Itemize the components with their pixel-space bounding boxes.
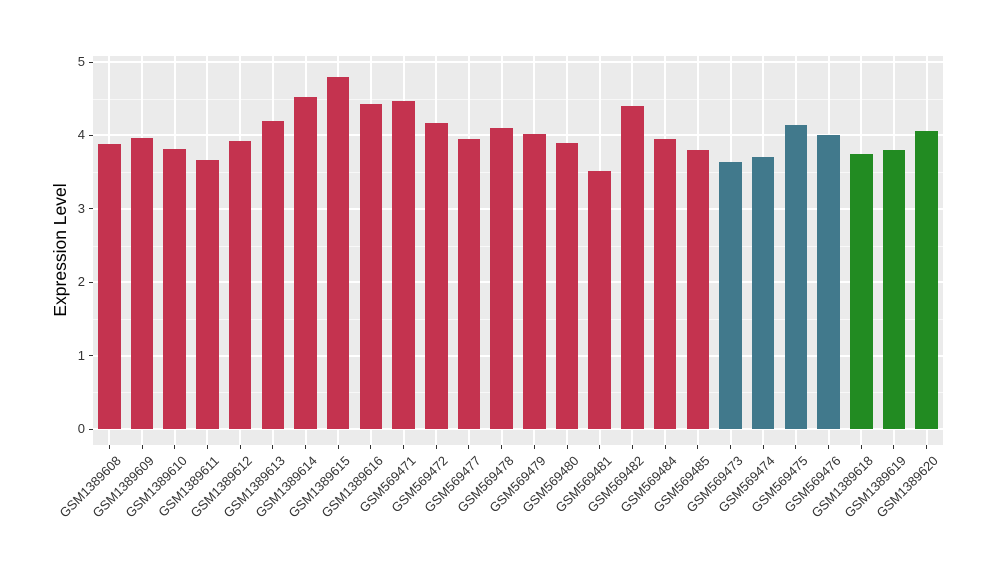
- minor-gridline: [93, 392, 943, 394]
- y-tick-mark: [89, 61, 93, 63]
- x-tick-mark: [239, 445, 241, 449]
- y-axis-title: Expression Level: [50, 183, 70, 317]
- major-gridline: [93, 134, 943, 137]
- x-tick-mark: [435, 445, 437, 449]
- x-tick-mark: [272, 445, 274, 449]
- x-tick-mark: [337, 445, 339, 449]
- bar-GSM1389611: [196, 160, 219, 429]
- x-tick-mark: [370, 445, 372, 449]
- bar-GSM1389613: [261, 120, 285, 429]
- major-gridline: [93, 207, 943, 210]
- major-gridline: [93, 428, 943, 430]
- x-tick-mark: [762, 445, 764, 449]
- bar-GSM1389616: [359, 103, 383, 429]
- x-tick-mark: [108, 445, 110, 449]
- x-tick-mark: [533, 445, 535, 449]
- bar-GSM569485: [686, 150, 710, 429]
- x-tick-mark: [730, 445, 731, 449]
- bar-GSM569473: [719, 161, 742, 429]
- y-tick-mark: [89, 208, 93, 210]
- y-tick-mark: [89, 134, 93, 136]
- y-tick-mark: [89, 281, 93, 283]
- minor-gridline: [93, 98, 943, 100]
- y-tick-label: 1: [77, 347, 85, 363]
- x-tick-mark: [631, 445, 633, 449]
- bar-GSM569471: [392, 100, 415, 429]
- bar-GSM569478: [490, 128, 513, 429]
- minor-gridline: [93, 245, 943, 247]
- bar-GSM1389614: [294, 97, 317, 429]
- x-tick-mark: [206, 445, 208, 449]
- x-tick-mark: [174, 445, 176, 449]
- bar-GSM1389620: [915, 130, 938, 429]
- major-gridline: [93, 281, 943, 284]
- y-tick-label: 0: [77, 421, 85, 436]
- x-tick-mark: [501, 445, 503, 449]
- x-tick-mark: [305, 445, 306, 449]
- y-tick-label: 3: [77, 200, 85, 216]
- x-tick-mark: [697, 445, 699, 449]
- bar-GSM1389618: [850, 153, 873, 429]
- x-tick-mark: [468, 445, 470, 449]
- y-tick-mark: [89, 355, 93, 357]
- plot-panel: [93, 56, 943, 445]
- minor-gridline: [93, 172, 943, 174]
- bar-GSM569479: [523, 133, 546, 429]
- bar-GSM569477: [457, 139, 481, 429]
- x-tick-mark: [893, 445, 895, 449]
- bar-GSM569475: [784, 125, 808, 429]
- bar-GSM1389612: [228, 141, 252, 429]
- major-gridline: [93, 61, 943, 63]
- x-tick-mark: [828, 445, 830, 449]
- x-tick-mark: [141, 445, 143, 449]
- bar-GSM569481: [588, 171, 611, 429]
- x-tick-mark: [664, 445, 666, 449]
- bar-GSM569482: [621, 106, 644, 429]
- x-tick-mark: [403, 445, 405, 449]
- minor-gridline: [93, 318, 943, 320]
- bar-GSM1389619: [882, 150, 906, 429]
- y-tick-label: 2: [77, 274, 85, 290]
- y-tick-label: 5: [77, 54, 85, 69]
- bar-GSM569480: [555, 142, 579, 429]
- y-tick-mark: [89, 428, 93, 430]
- bar-GSM1389609: [130, 137, 154, 429]
- bar-GSM1389610: [163, 149, 186, 429]
- bar-GSM1389615: [326, 77, 350, 429]
- x-tick-mark: [926, 445, 928, 449]
- major-gridline: [93, 354, 943, 357]
- bar-GSM569474: [751, 157, 775, 429]
- x-tick-mark: [599, 445, 601, 449]
- bar-GSM569472: [425, 122, 448, 429]
- x-tick-mark: [566, 445, 568, 449]
- bar-GSM569484: [653, 139, 677, 429]
- x-tick-mark: [795, 445, 797, 449]
- bar-GSM569476: [817, 135, 840, 429]
- x-tick-mark: [860, 445, 862, 449]
- bar-GSM1389608: [98, 144, 121, 429]
- y-tick-label: 4: [77, 127, 85, 143]
